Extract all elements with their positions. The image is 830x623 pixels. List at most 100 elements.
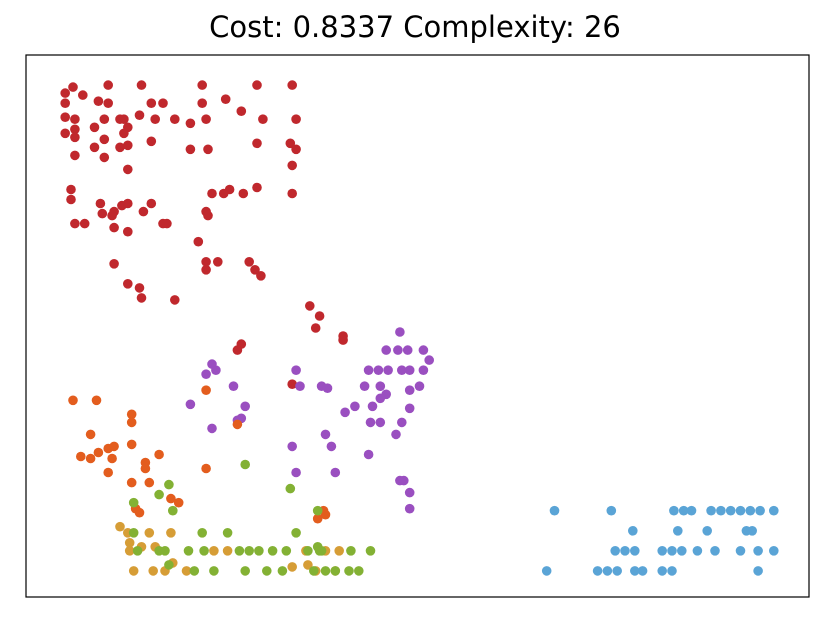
scatter-point-purple xyxy=(375,393,386,404)
scatter-point-green xyxy=(132,546,143,556)
scatter-point-gold xyxy=(181,566,192,576)
scatter-point-purple xyxy=(402,345,413,355)
scatter-point-purple xyxy=(404,403,415,414)
scatter-point-red xyxy=(238,188,249,199)
scatter-point-blue xyxy=(637,566,648,576)
scatter-point-purple xyxy=(404,503,415,514)
scatter-point-red xyxy=(252,80,262,90)
scatter-point-green xyxy=(267,546,278,556)
scatter-point-purple xyxy=(287,441,298,452)
scatter-point-red xyxy=(185,144,196,155)
scatter-point-green xyxy=(309,566,319,576)
scatter-point-blue xyxy=(745,505,756,516)
scatter-point-orange xyxy=(166,493,176,504)
scatter-point-blue xyxy=(657,546,667,556)
scatter-point-red xyxy=(70,150,80,161)
scatter-point-blue xyxy=(735,546,746,556)
scatter-point-red xyxy=(250,265,260,275)
scatter-point-green xyxy=(316,546,327,556)
scatter-point-purple xyxy=(211,365,221,376)
scatter-point-purple xyxy=(404,365,415,376)
scatter-point-red xyxy=(146,136,157,147)
scatter-point-red xyxy=(220,94,231,104)
scatter-point-blue xyxy=(725,505,736,516)
scatter-point-orange xyxy=(126,477,137,488)
scatter-point-blue xyxy=(630,546,640,556)
scatter-point-purple xyxy=(359,381,370,392)
scatter-point-green xyxy=(281,546,292,556)
scatter-point-blue xyxy=(592,566,603,576)
scatter-point-green xyxy=(365,546,376,556)
scatter-point-orange xyxy=(126,439,137,450)
scatter-point-red xyxy=(287,80,298,90)
scatter-point-blue xyxy=(769,505,779,516)
scatter-point-purple xyxy=(383,365,393,376)
scatter-point-purple xyxy=(365,417,376,428)
scatter-point-blue xyxy=(716,505,726,516)
scatter-point-green xyxy=(209,566,219,576)
scatter-point-red xyxy=(66,194,76,205)
scatter-point-red xyxy=(185,118,196,129)
scatter-point-blue xyxy=(769,546,779,556)
scatter-point-blue xyxy=(755,505,765,516)
scatter-point-red xyxy=(103,80,113,90)
scatter-point-purple xyxy=(399,475,409,486)
scatter-point-red xyxy=(70,218,80,229)
scatter-point-red xyxy=(193,236,204,247)
scatter-point-red xyxy=(203,144,213,155)
scatter-point-purple xyxy=(207,423,217,434)
scatter-point-gold xyxy=(148,566,158,576)
scatter-point-green xyxy=(197,528,207,538)
scatter-point-red xyxy=(213,257,223,267)
scatter-point-red xyxy=(99,114,110,124)
scatter-point-orange xyxy=(76,451,86,462)
scatter-point-green xyxy=(354,566,364,576)
scatter-point-green xyxy=(291,528,301,538)
scatter-point-red xyxy=(119,128,129,139)
scatter-point-green xyxy=(189,566,200,576)
scatter-point-orange xyxy=(320,509,331,520)
scatter-point-orange xyxy=(85,453,96,464)
scatter-point-green xyxy=(168,505,178,516)
scatter-point-orange xyxy=(140,463,151,474)
scatter-point-red xyxy=(66,184,76,195)
scatter-point-blue xyxy=(657,566,667,576)
scatter-point-red xyxy=(136,293,147,303)
scatter-point-red xyxy=(99,152,110,163)
scatter-point-purple xyxy=(340,407,350,418)
scatter-point-red xyxy=(123,140,133,151)
scatter-point-orange xyxy=(312,513,323,524)
scatter-point-green xyxy=(240,459,250,470)
scatter-point-green xyxy=(254,546,264,556)
plot-frame xyxy=(25,54,810,598)
scatter-point-orange xyxy=(144,477,155,488)
scatter-point-orange xyxy=(93,447,104,458)
scatter-point-red xyxy=(95,198,106,209)
scatter-point-orange xyxy=(103,467,113,478)
scatter-point-red xyxy=(201,257,211,267)
scatter-point-green xyxy=(303,546,313,556)
points-layer xyxy=(60,80,779,576)
scatter-point-blue xyxy=(549,505,560,516)
scatter-point-purple xyxy=(363,365,374,376)
scatter-point-green xyxy=(128,528,139,538)
scatter-point-purple xyxy=(393,345,403,355)
scatter-point-blue xyxy=(606,505,617,516)
scatter-point-red xyxy=(291,144,301,155)
scatter-point-red xyxy=(285,138,296,149)
scatter-point-gold xyxy=(115,521,125,532)
scatter-point-red xyxy=(70,124,80,135)
scatter-point-green xyxy=(128,497,139,508)
scatter-point-orange xyxy=(232,419,243,430)
scatter-point-orange xyxy=(173,497,184,508)
scatter-point-purple xyxy=(404,487,415,498)
scatter-point-blue xyxy=(630,566,640,576)
scatter-point-blue xyxy=(669,505,679,516)
scatter-point-green xyxy=(183,546,194,556)
scatter-point-blue xyxy=(541,566,552,576)
scatter-point-red xyxy=(89,142,100,153)
scatter-point-red xyxy=(136,80,147,90)
scatter-point-red xyxy=(107,210,117,221)
scatter-point-purple xyxy=(185,399,196,410)
scatter-point-purple xyxy=(397,365,407,376)
